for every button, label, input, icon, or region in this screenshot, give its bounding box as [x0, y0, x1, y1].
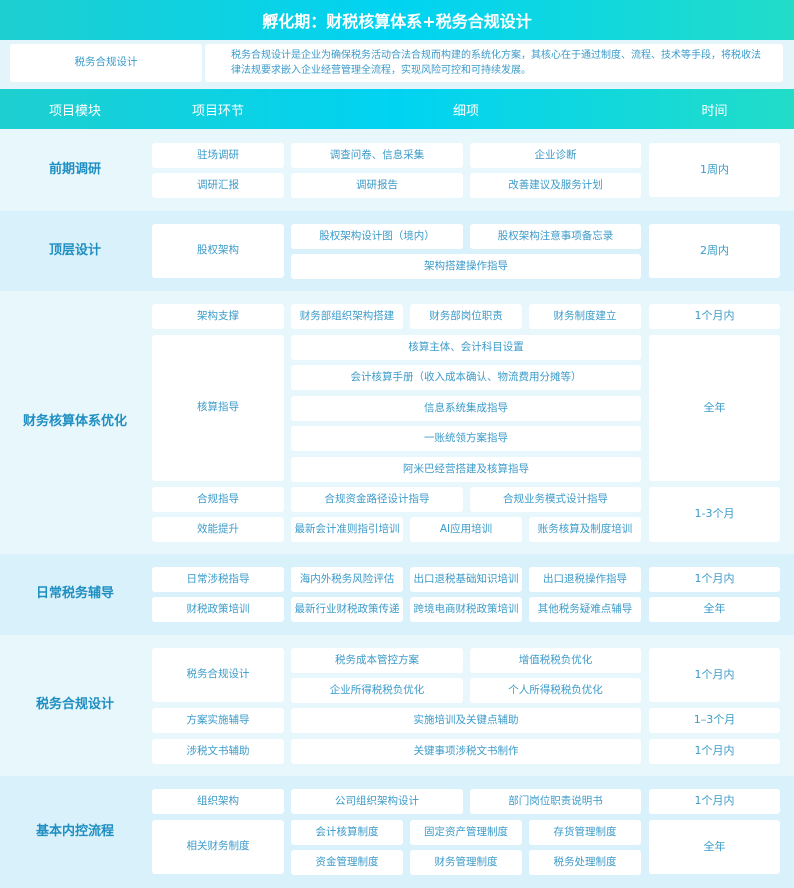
stage-cell: 驻场调研: [152, 143, 284, 168]
detail-cell: 实施培训及关键点辅助: [291, 708, 641, 733]
detail-cell: 个人所得税税负优化: [470, 678, 641, 703]
module-label: 基本内控流程: [35, 823, 114, 839]
module-label: 财务核算体系优化: [22, 414, 127, 430]
time-cell: 1个月内: [649, 789, 780, 814]
detail-cell: 部门岗位职责说明书: [470, 789, 641, 814]
stage-cell: 调研汇报: [152, 173, 284, 198]
table-header: 项目模块 项目环节 细项 时间: [0, 89, 794, 129]
intro-row: 税务合规设计 税务合规设计是企业为确保税务活动合法合规而构建的系统化方案，其核心…: [0, 40, 794, 88]
detail-cell: 最新行业财税政策传递: [291, 597, 403, 622]
detail-cell: 会计核算制度: [291, 820, 403, 845]
detail-cell: 固定资产管理制度: [410, 820, 522, 845]
time-cell: 1个月内: [649, 304, 780, 329]
time-cell: 1周内: [649, 143, 780, 197]
detail-cell: 增值税税负优化: [470, 648, 641, 673]
stage-cell: 涉税文书辅助: [152, 739, 284, 764]
detail-cell: 存货管理制度: [529, 820, 641, 845]
header-details: 细项: [452, 103, 479, 119]
detail-cell: 财务部岗位职责: [410, 304, 522, 329]
time-cell: 2周内: [649, 224, 780, 278]
detail-cell: 核算主体、会计科目设置: [291, 335, 641, 360]
detail-cell: 财务部组织架构搭建: [291, 304, 403, 329]
detail-cell: 股权架构设计图（境内）: [291, 224, 463, 249]
detail-cell: 企业所得税税负优化: [291, 678, 463, 703]
module-label: 前期调研: [48, 161, 101, 177]
time-cell: 1个月内: [649, 648, 780, 702]
time-cell: 全年: [649, 335, 780, 481]
stage-cell: 方案实施辅导: [152, 708, 284, 733]
stage-cell: 组织架构: [152, 789, 284, 814]
time-cell: 1个月内: [649, 739, 780, 764]
detail-cell: 合规业务模式设计指导: [470, 487, 641, 512]
time-cell: 全年: [649, 597, 780, 622]
detail-cell: 架构搭建操作指导: [291, 254, 641, 279]
detail-cell: 合规资金路径设计指导: [291, 487, 463, 512]
detail-cell: 阿米巴经营搭建及核算指导: [291, 457, 641, 482]
stage-cell: 架构支撑: [152, 304, 284, 329]
stage-cell: 财税政策培训: [152, 597, 284, 622]
detail-cell: 财务管理制度: [410, 850, 522, 875]
header-time: 时间: [701, 103, 728, 119]
intro-description: 税务合规设计是企业为确保税务活动合法合规而构建的系统化方案，其核心在于通过制度、…: [205, 44, 783, 82]
detail-cell: 股权架构注意事项备忘录: [470, 224, 641, 249]
detail-cell: AI应用培训: [410, 517, 522, 542]
stage-cell: 日常涉税指导: [152, 567, 284, 592]
detail-cell: 其他税务疑难点辅导: [529, 597, 641, 622]
detail-cell: 调查问卷、信息采集: [291, 143, 463, 168]
detail-cell: 最新会计准则指引培训: [291, 517, 403, 542]
time-cell: 1-3个月: [649, 487, 780, 542]
header-module: 项目模块: [48, 103, 101, 119]
detail-cell: 企业诊断: [470, 143, 641, 168]
detail-cell: 信息系统集成指导: [291, 396, 641, 421]
stage-cell: 相关财务制度: [152, 820, 284, 874]
detail-cell: 财务制度建立: [529, 304, 641, 329]
detail-cell: 出口退税基础知识培训: [410, 567, 522, 592]
time-cell: 全年: [649, 820, 780, 874]
header-stage: 项目环节: [191, 103, 244, 119]
intro-label: 税务合规设计: [10, 44, 202, 82]
stage-cell: 税务合规设计: [152, 648, 284, 702]
stage-cell: 核算指导: [152, 335, 284, 481]
detail-cell: 海内外税务风险评估: [291, 567, 403, 592]
detail-cell: 会计核算手册（收入成本确认、物流费用分摊等）: [291, 365, 641, 390]
stage-cell: 股权架构: [152, 224, 284, 278]
module-label: 日常税务辅导: [35, 586, 114, 602]
detail-cell: 账务核算及制度培训: [529, 517, 641, 542]
detail-cell: 一账统领方案指导: [291, 426, 641, 451]
detail-cell: 税务处理制度: [529, 850, 641, 875]
time-cell: 1个月内: [649, 567, 780, 592]
detail-cell: 关键事项涉税文书制作: [291, 739, 641, 764]
module-label: 税务合规设计: [35, 697, 114, 713]
detail-cell: 资金管理制度: [291, 850, 403, 875]
detail-cell: 出口退税操作指导: [529, 567, 641, 592]
detail-cell: 跨境电商财税政策培训: [410, 597, 522, 622]
stage-cell: 效能提升: [152, 517, 284, 542]
page-title: 孵化期：财税核算体系+税务合规设计: [0, 0, 794, 40]
detail-cell: 公司组织架构设计: [291, 789, 463, 814]
detail-cell: 改善建议及服务计划: [470, 173, 641, 198]
module-label: 顶层设计: [48, 242, 101, 258]
detail-cell: 税务成本管控方案: [291, 648, 463, 673]
detail-cell: 调研报告: [291, 173, 463, 198]
stage-cell: 合规指导: [152, 487, 284, 512]
time-cell: 1–3个月: [649, 708, 780, 733]
